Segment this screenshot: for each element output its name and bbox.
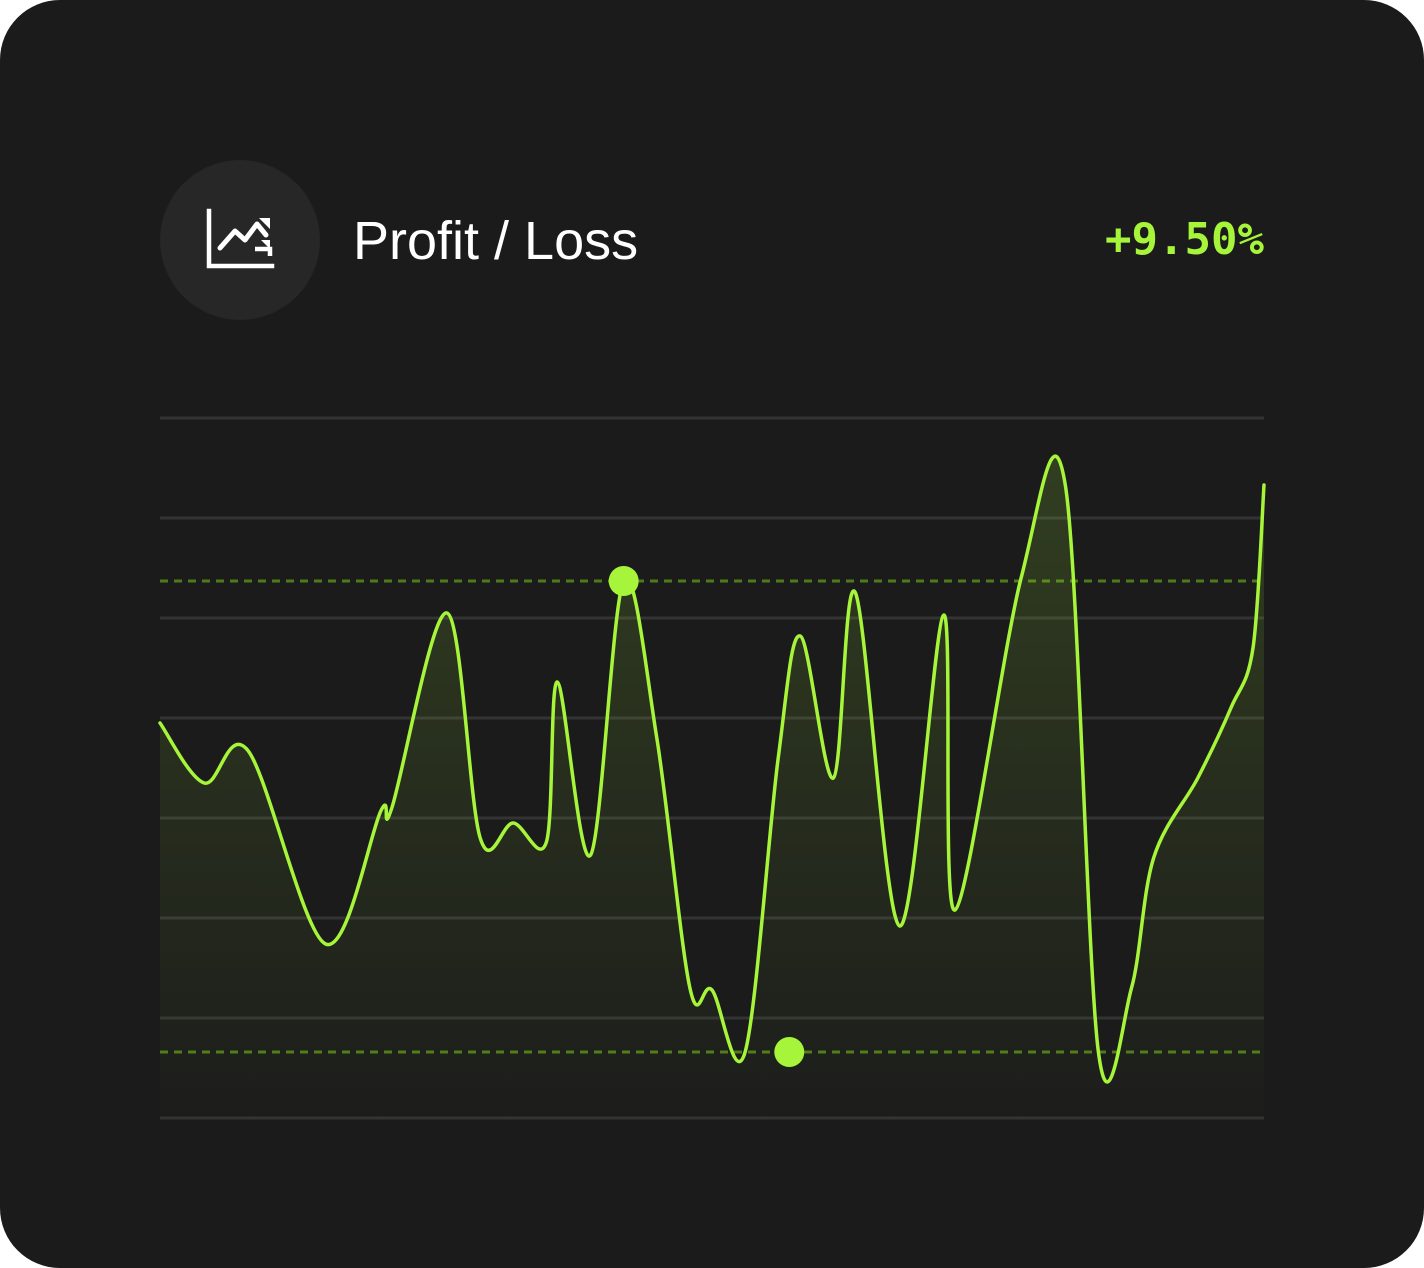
card-title: Profit / Loss: [353, 211, 639, 271]
max-marker: [608, 566, 639, 596]
chart-series-line: [158, 454, 1266, 1084]
min-marker: [774, 1037, 805, 1067]
chart-icon-badge: [160, 160, 320, 320]
chart-markers: [608, 566, 805, 1067]
profit-change-value: +9.50%: [1105, 214, 1264, 265]
chart-area-fill: [160, 456, 1264, 1118]
chart-line-icon: [206, 208, 275, 269]
